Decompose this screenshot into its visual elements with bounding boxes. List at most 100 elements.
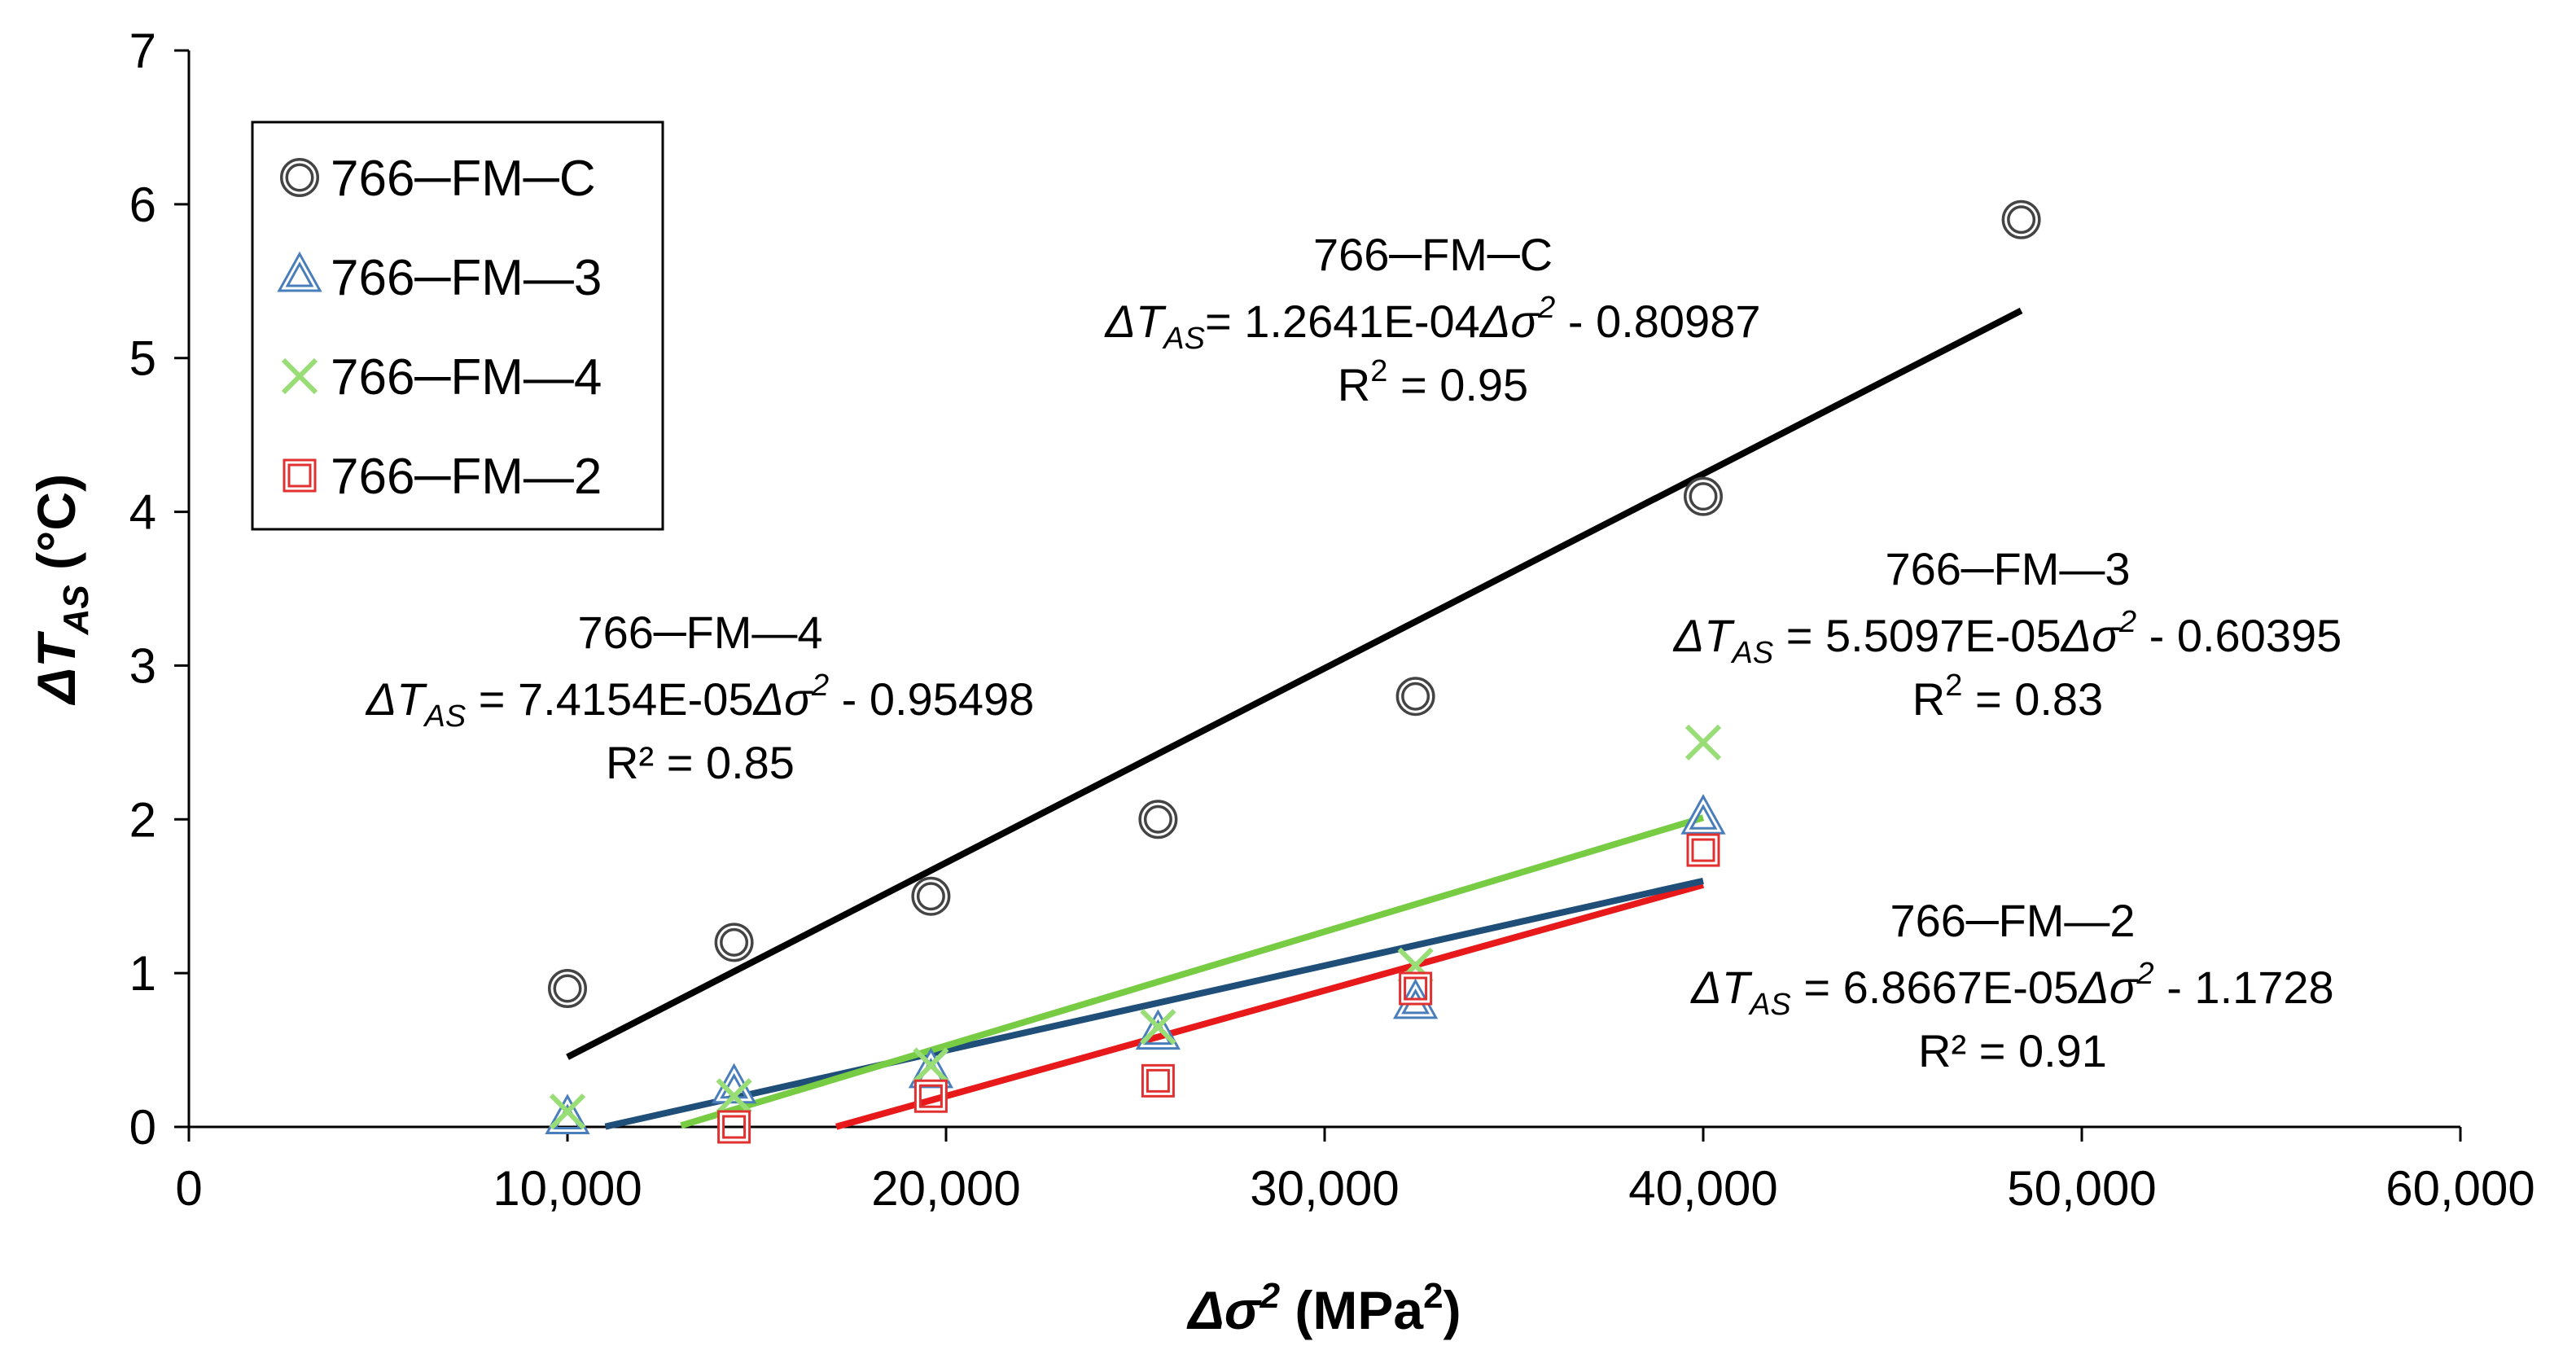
fit-line-x (680, 814, 1705, 1129)
x-tick-label: 0 (175, 1161, 202, 1216)
eq-coef: = 5.5097E-05 (1773, 610, 2061, 661)
point-x-b (549, 1093, 586, 1130)
x-title-sym: Δσ (1185, 1280, 1261, 1340)
x-tick-label: 50,000 (2007, 1161, 2157, 1216)
x-tick-label: 20,000 (871, 1161, 1021, 1216)
r2-sup: 2 (1370, 354, 1387, 388)
point-square (1686, 833, 1720, 867)
point-x-b (1140, 1009, 1176, 1045)
r2-sup: 2 (1945, 668, 1962, 703)
legend-marker-x-b (281, 357, 318, 395)
data-points (545, 199, 2041, 1144)
y-tick-label: 0 (129, 1100, 156, 1155)
x-title-unit-sup: 2 (1423, 1276, 1443, 1316)
annotation-r2: R² = 0.85 (606, 737, 795, 788)
point-square-inner (720, 1112, 749, 1142)
eq-intercept: - 0.60395 (2136, 610, 2342, 661)
x-tick-label: 10,000 (493, 1161, 642, 1216)
eq-dt-sub: AS (1748, 988, 1791, 1022)
series-circle (548, 199, 2041, 1009)
eq-ds-sup: 2 (2136, 957, 2154, 991)
y-tick-label: 5 (129, 331, 156, 386)
r2-value: = 0.83 (1962, 673, 2103, 725)
point-circle-inner (913, 879, 948, 914)
legend-marker-triangle-inner (281, 256, 318, 290)
annotation-equation: ΔTAS= 1.2641E-04Δσ2 - 0.80987 (1103, 291, 1760, 356)
eq-ds-sup: 2 (811, 668, 829, 703)
fit-line-triangle (604, 877, 1704, 1130)
y-tick-label: 1 (129, 946, 156, 1001)
eq-dt-sub: AS (1731, 636, 1774, 670)
axes: 0 1 2 3 4 5 6 7 0 10,000 20,000 30,000 40,000 50,000 6… (129, 24, 2535, 1216)
legend-marker-square-inner (285, 461, 314, 490)
point-circle-inner (1399, 679, 1433, 713)
point-circle-inner (1686, 480, 1720, 514)
eq-dt-sub: AS (423, 699, 467, 734)
eq-coef: = 6.8667E-05 (1791, 962, 2079, 1013)
point-square-inner (916, 1081, 945, 1111)
annotation-r2: R² = 0.91 (1918, 1025, 2107, 1076)
point-x-b (913, 1047, 949, 1084)
point-triangle-inner (1684, 799, 1722, 832)
fit-line-circle (566, 307, 2023, 1060)
point-triangle-inner (1139, 1014, 1176, 1048)
point-circle-inner (550, 971, 585, 1006)
x-title-unit: (MPa (1280, 1280, 1424, 1340)
point-triangle (1680, 794, 1726, 835)
point-square-inner (1143, 1066, 1172, 1095)
annotation-equation: ΔTAS = 5.5097E-05Δσ2 - 0.60395 (1672, 605, 2342, 670)
y-tick-label: 7 (129, 24, 156, 78)
series-x (549, 724, 1722, 1130)
eq-ds: Δσ (1479, 296, 1540, 347)
eq-ds-sup: 2 (2118, 605, 2136, 639)
eq-dt-sub: AS (1162, 322, 1205, 356)
fit-line-square (835, 881, 1705, 1130)
series-triangle (545, 794, 1726, 1135)
eq-ds: Δσ (2060, 610, 2122, 661)
eq-ds: Δσ (752, 673, 814, 725)
y-axis-title: ΔTAS (°C) (26, 474, 96, 706)
legend-marker-circle-inner (283, 160, 317, 195)
point-square-inner (1401, 974, 1430, 1003)
fit-lines (566, 307, 2023, 1130)
legend: 766─FM─C 766─FM—3 766─FM—4 766─FM—2 (251, 121, 664, 531)
r2-label: R² = 0.91 (1918, 1025, 2107, 1076)
point-circle-inner (717, 925, 751, 959)
annotation-title: 766─FM—3 (1885, 543, 2130, 594)
x-axis-title: Δσ2 (MPa2) (1185, 1276, 1461, 1340)
legend-label-x: 766─FM—4 (331, 349, 602, 405)
x-tick-label: 60,000 (2385, 1161, 2535, 1216)
annotation-title: 766─FM—4 (577, 607, 822, 658)
y-tick-label: 2 (129, 792, 156, 847)
eq-coef: = 1.2641E-04 (1205, 296, 1480, 347)
legend-label-triangle: 766─FM—3 (331, 250, 602, 306)
annotation-equation: ΔTAS = 7.4154E-05Δσ2 - 0.95498 (365, 668, 1035, 734)
eq-intercept: - 0.80987 (1555, 296, 1760, 347)
eq-coef: = 7.4154E-05 (466, 673, 753, 725)
eq-ds-sup: 2 (1537, 291, 1555, 325)
y-title-sym: ΔT (26, 631, 86, 706)
point-circle-inner (2004, 203, 2039, 237)
point-x-b (1684, 724, 1722, 761)
eq-intercept: - 0.95498 (829, 673, 1034, 725)
r2-value: = 0.95 (1387, 359, 1528, 410)
y-tick-label: 4 (129, 485, 156, 540)
annotation-r2: R2 = 0.83 (1912, 668, 2103, 725)
y-title-unit: (°C) (26, 474, 86, 585)
y-tick-label: 6 (129, 178, 156, 232)
annotation-title: 766─FM─C (1313, 229, 1553, 280)
y-tick-label: 3 (129, 638, 156, 693)
annotation-title: 766─FM—2 (1890, 895, 2135, 946)
r2-label: R² = 0.85 (606, 737, 795, 788)
eq-dt: ΔT (1689, 962, 1753, 1013)
point-square-inner (1689, 835, 1718, 865)
point-square (1141, 1063, 1175, 1098)
eq-dt: ΔT (1103, 296, 1167, 347)
series-square (717, 833, 1720, 1144)
eq-dt: ΔT (365, 673, 428, 725)
